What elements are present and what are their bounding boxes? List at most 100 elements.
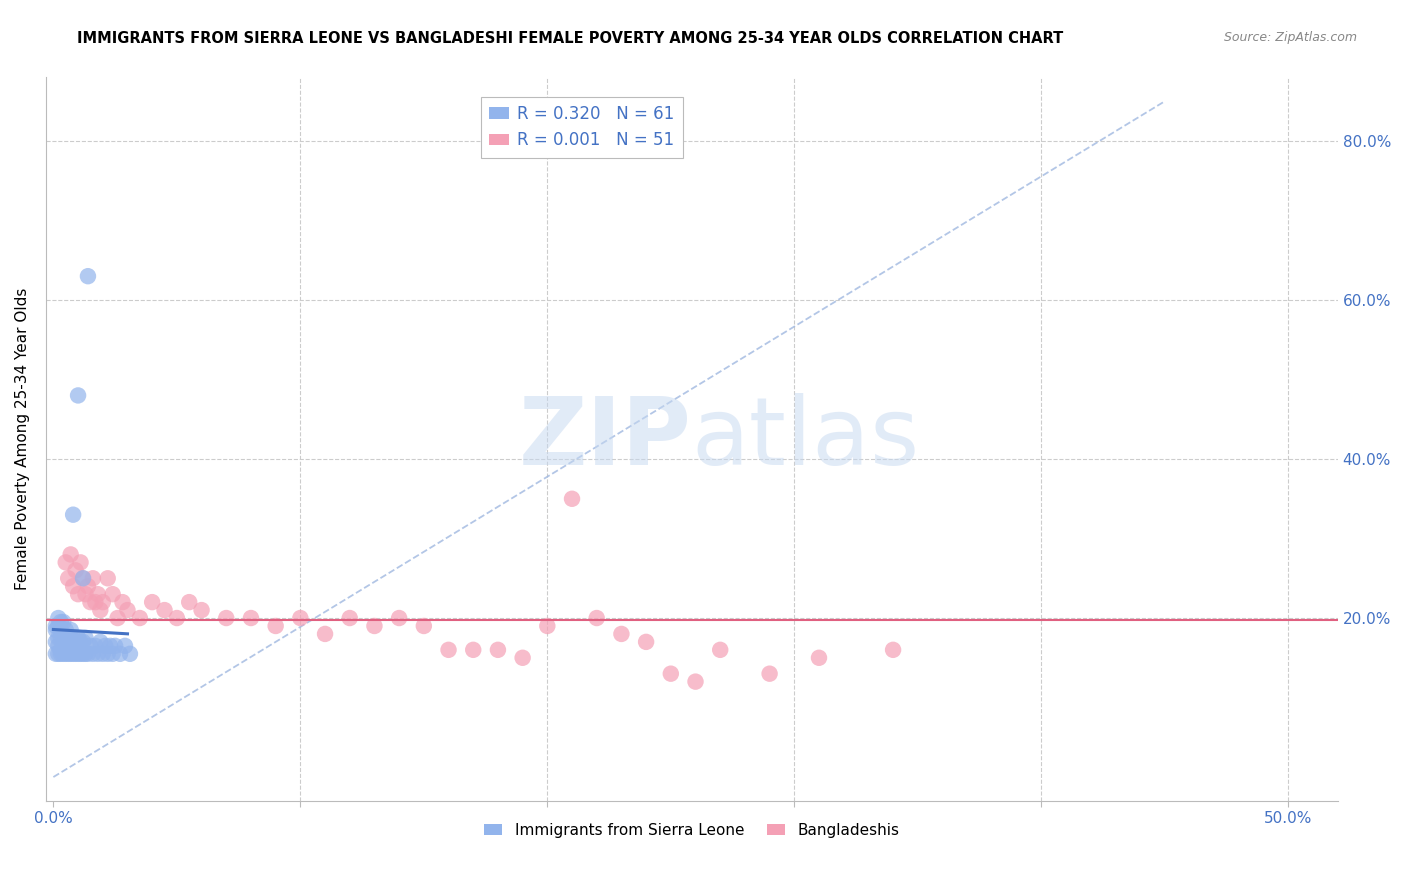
Point: [97, 571, 120, 585]
Point: [463, 643, 485, 657]
Point: [166, 611, 188, 625]
Point: [84, 595, 107, 609]
Point: [84, 639, 107, 653]
Point: [114, 639, 136, 653]
Point: [46, 631, 69, 645]
Point: [77, 269, 100, 284]
Point: [49, 647, 72, 661]
Point: [709, 643, 731, 657]
Point: [561, 491, 583, 506]
Point: [46, 611, 69, 625]
Point: [62, 631, 84, 645]
Point: [58, 631, 80, 645]
Point: [141, 595, 163, 609]
Point: [55, 623, 77, 637]
Point: [536, 619, 558, 633]
Point: [77, 579, 100, 593]
Point: [62, 639, 84, 653]
Point: [437, 643, 460, 657]
Point: [363, 619, 385, 633]
Point: [59, 639, 82, 653]
Point: [67, 647, 90, 661]
Point: [339, 611, 361, 625]
Point: [636, 635, 658, 649]
Point: [388, 611, 411, 625]
Point: [808, 650, 831, 665]
Point: [190, 603, 212, 617]
Point: [87, 647, 110, 661]
Point: [58, 639, 80, 653]
Point: [75, 647, 97, 661]
Point: [94, 639, 117, 653]
Point: [108, 647, 131, 661]
Point: [75, 631, 97, 645]
Point: [46, 647, 69, 661]
Point: [89, 603, 111, 617]
Point: [101, 587, 124, 601]
Point: [512, 650, 534, 665]
Point: [46, 619, 69, 633]
Point: [685, 674, 707, 689]
Point: [98, 639, 121, 653]
Point: [101, 647, 124, 661]
Point: [49, 615, 72, 629]
Point: [49, 623, 72, 637]
Point: [314, 627, 336, 641]
Point: [585, 611, 607, 625]
Point: [82, 647, 104, 661]
Point: [87, 587, 110, 601]
Point: [882, 643, 904, 657]
Point: [412, 619, 434, 633]
Point: [239, 611, 262, 625]
Legend: Immigrants from Sierra Leone, Bangladeshis: Immigrants from Sierra Leone, Bangladesh…: [478, 817, 905, 844]
Point: [52, 647, 75, 661]
Point: [89, 635, 111, 649]
Point: [215, 611, 238, 625]
Point: [59, 647, 82, 661]
Point: [67, 587, 90, 601]
Point: [290, 611, 312, 625]
Point: [264, 619, 287, 633]
Point: [72, 571, 94, 585]
Point: [45, 623, 67, 637]
Point: [104, 639, 127, 653]
Point: [72, 571, 94, 585]
Point: [758, 666, 780, 681]
Point: [67, 631, 90, 645]
Point: [77, 647, 100, 661]
Point: [62, 508, 84, 522]
Point: [46, 639, 69, 653]
Point: [59, 631, 82, 645]
Point: [52, 615, 75, 629]
Point: [45, 647, 67, 661]
Point: [52, 639, 75, 653]
Point: [97, 647, 120, 661]
Point: [59, 623, 82, 637]
Point: [62, 579, 84, 593]
Text: atlas: atlas: [692, 393, 920, 485]
Point: [58, 571, 80, 585]
Point: [69, 635, 91, 649]
Text: Source: ZipAtlas.com: Source: ZipAtlas.com: [1223, 31, 1357, 45]
Point: [49, 643, 72, 657]
Point: [82, 571, 104, 585]
Point: [45, 635, 67, 649]
Point: [79, 595, 101, 609]
Point: [69, 647, 91, 661]
Point: [659, 666, 682, 681]
Point: [65, 647, 87, 661]
Point: [72, 635, 94, 649]
Point: [62, 647, 84, 661]
Point: [59, 548, 82, 562]
Point: [65, 639, 87, 653]
Point: [75, 587, 97, 601]
Point: [45, 619, 67, 633]
Point: [128, 611, 150, 625]
Point: [107, 611, 129, 625]
Point: [79, 639, 101, 653]
Point: [72, 647, 94, 661]
Point: [91, 595, 114, 609]
Point: [91, 647, 114, 661]
Point: [179, 595, 201, 609]
Point: [69, 555, 91, 569]
